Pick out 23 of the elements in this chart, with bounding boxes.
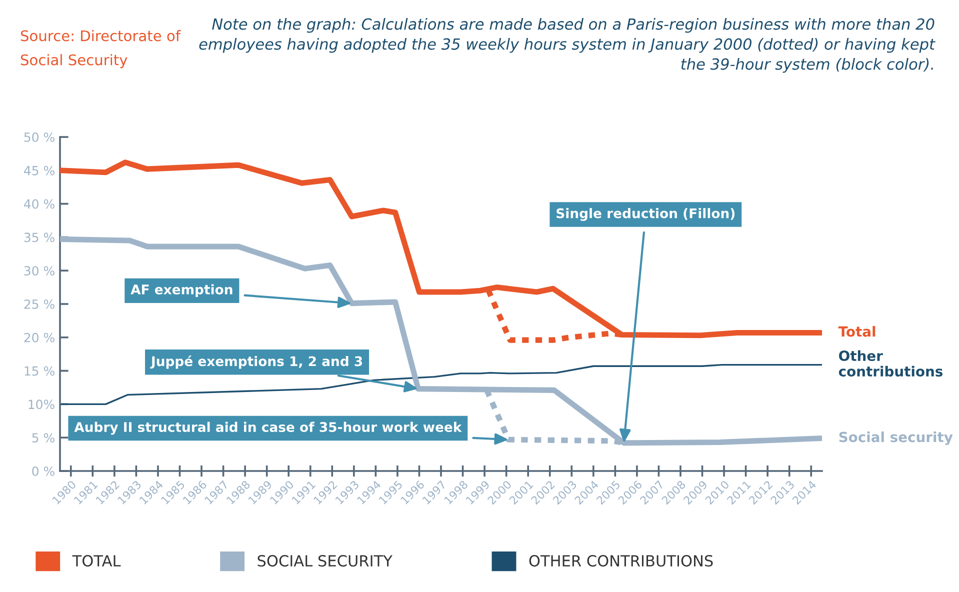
legend-label: OTHER CONTRIBUTIONS	[529, 555, 713, 567]
y-tick-label: 20 %	[24, 332, 54, 342]
y-tick-label: 50 %	[24, 132, 54, 142]
annotation: Other contributions	[838, 350, 943, 377]
y-tick-label: 5 %	[32, 433, 54, 443]
y-tick-label: 35 %	[24, 232, 54, 242]
source-note: Source: Directorate of Social Security	[20, 30, 181, 68]
annotation: Total	[838, 326, 876, 337]
annotation: Juppé exemptions 1, 2 and 3	[150, 355, 362, 369]
annotation: Single reduction (Fillon)	[556, 208, 735, 221]
y-tick-label: 30 %	[24, 266, 54, 276]
y-tick-label: 10%	[28, 400, 54, 410]
legend-label: TOTAL	[72, 555, 121, 567]
y-tick-label: 25 %	[24, 299, 54, 309]
legend-label: SOCIAL SECURITY	[258, 555, 392, 567]
text: Note on the graph: Calculations are made based on a Paris-region business with more than 20 employees having adopted the 35 weekly hours system in January 2000 (dotted) or having kept the 39-hour system (block color).	[199, 18, 936, 73]
y-tick-label: 15 %	[24, 366, 54, 376]
y-tick-label: 45 %	[24, 166, 54, 176]
annotation: Aubry II structural aid in case of 35-hour work week	[74, 422, 462, 435]
annotation: Social security	[839, 431, 953, 446]
y-tick-label: 40 %	[24, 199, 54, 209]
annotation: AF exemption	[130, 284, 232, 298]
y-tick-label: 0 %	[32, 466, 54, 476]
